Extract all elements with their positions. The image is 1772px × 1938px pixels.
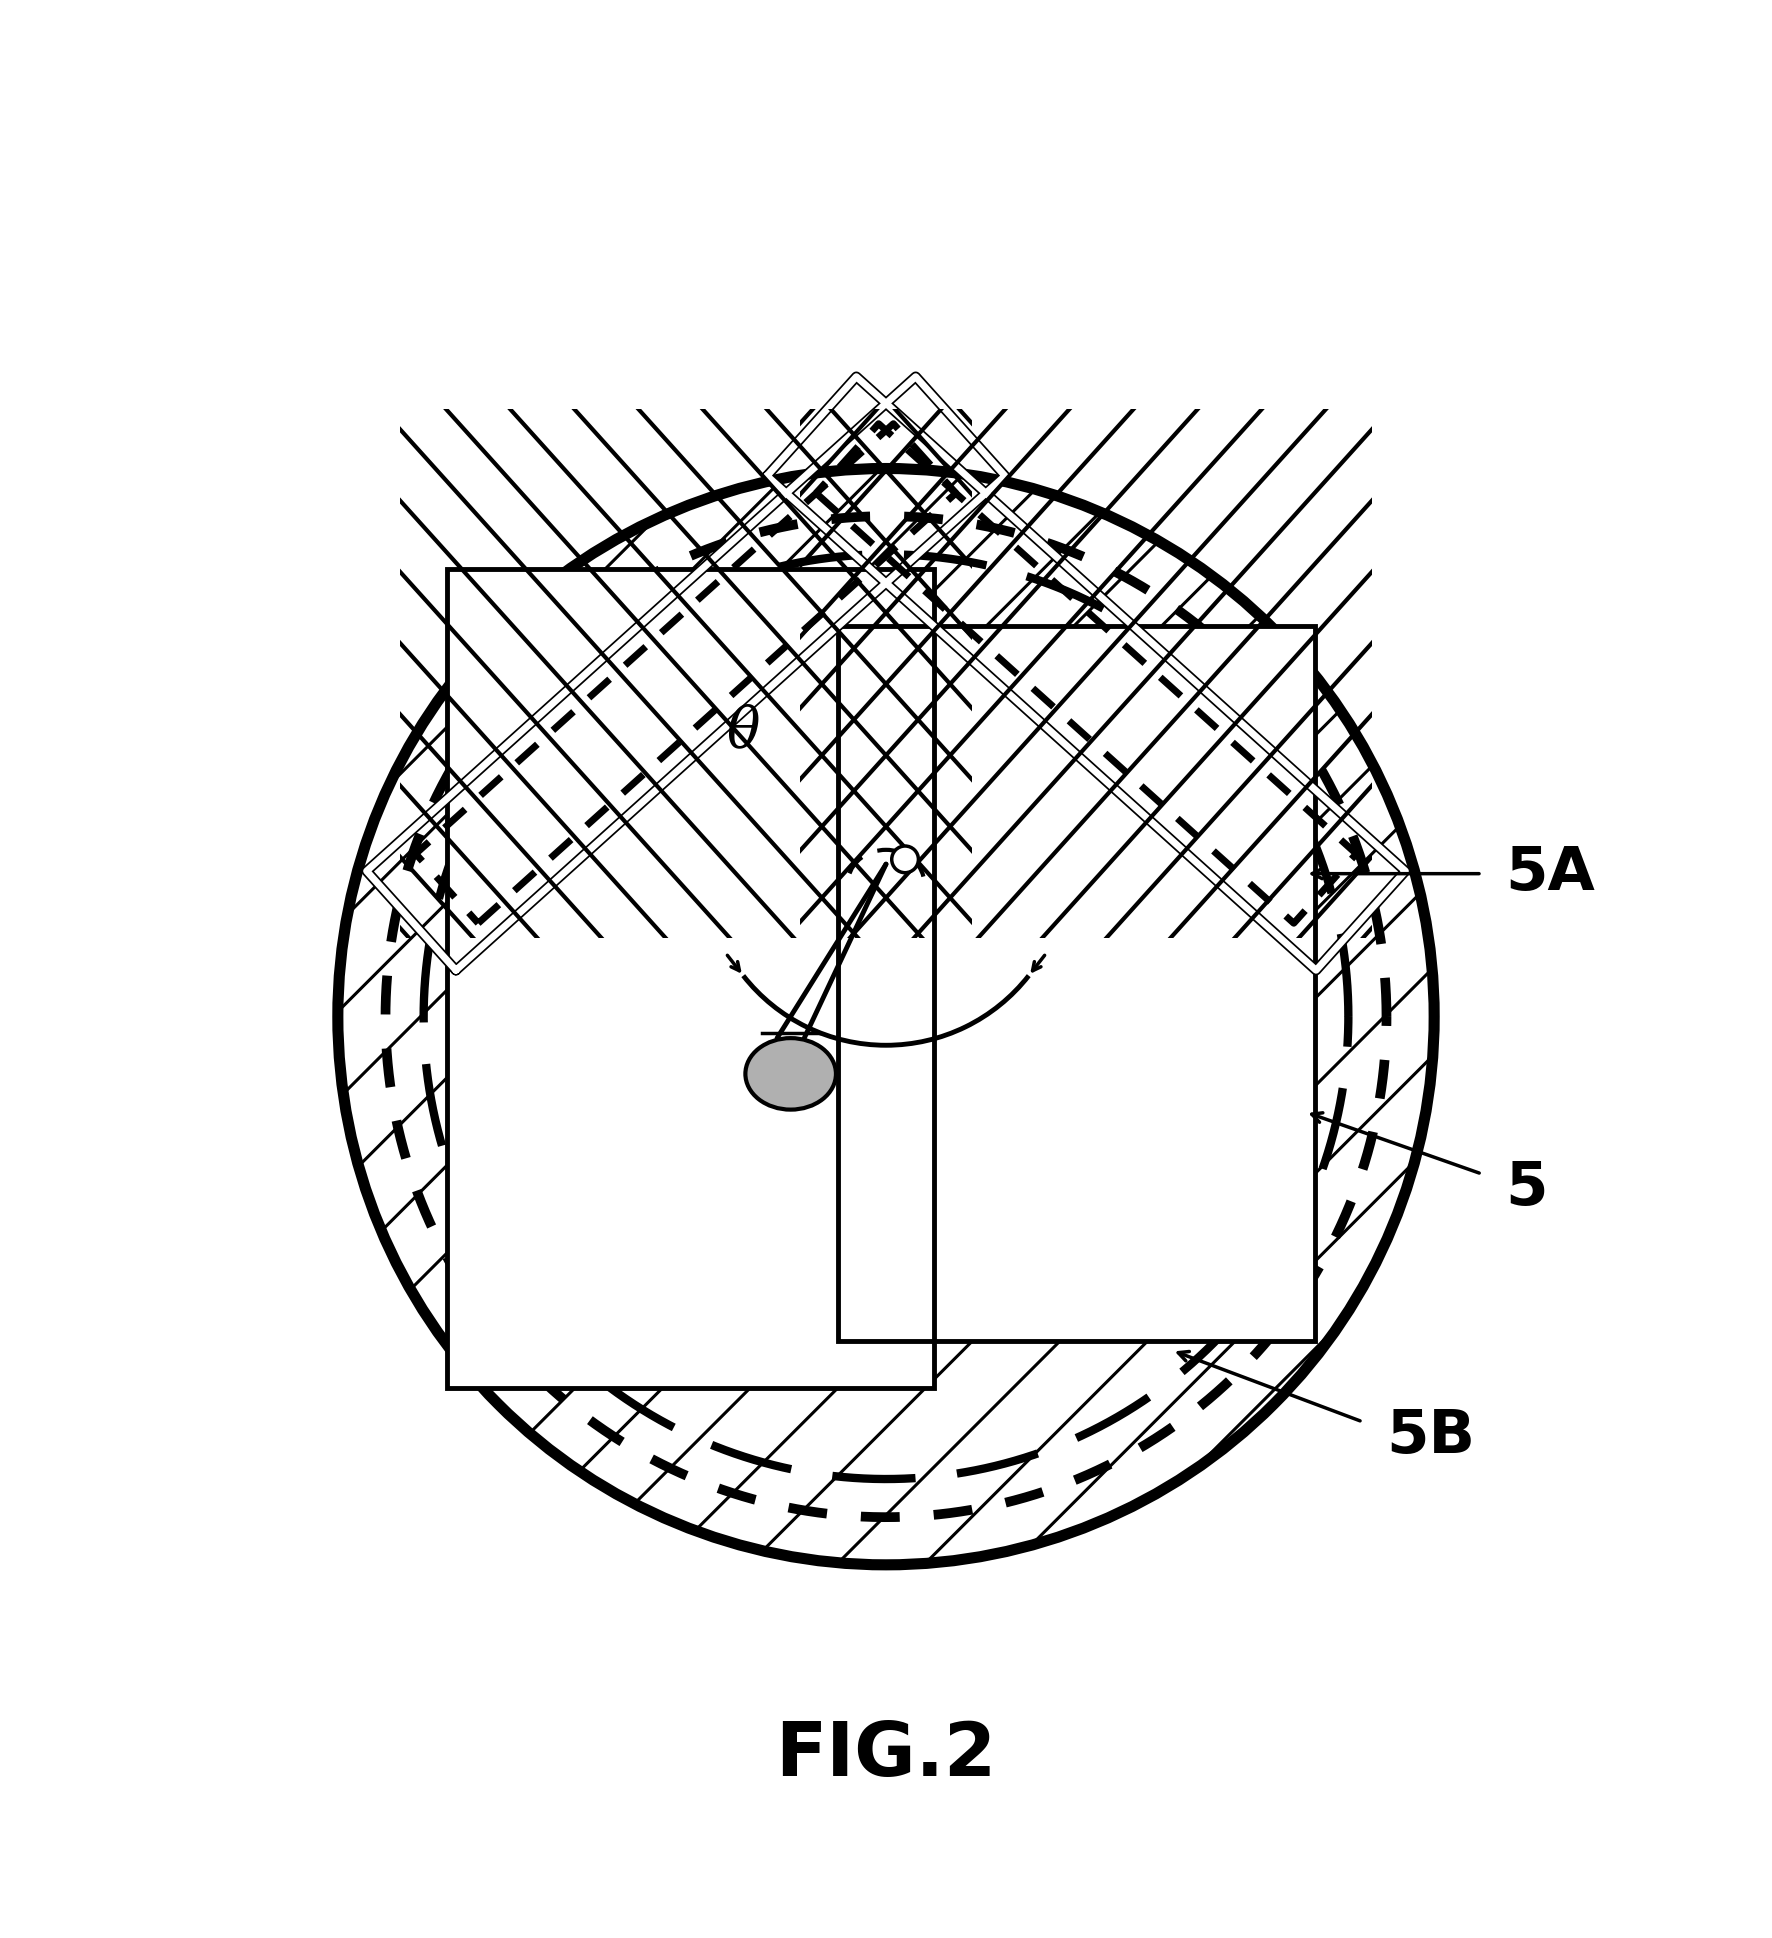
Ellipse shape [746,1039,836,1110]
Bar [838,626,1315,1341]
Text: 5B: 5B [1386,1407,1476,1465]
Bar [448,568,934,1388]
Text: FIG.2: FIG.2 [776,1719,996,1793]
Bar [448,568,934,1388]
Text: θ: θ [727,703,760,758]
Bar [838,626,1315,1341]
Text: 5A: 5A [1506,845,1595,903]
Circle shape [891,847,918,872]
Text: 5: 5 [1506,1159,1549,1217]
